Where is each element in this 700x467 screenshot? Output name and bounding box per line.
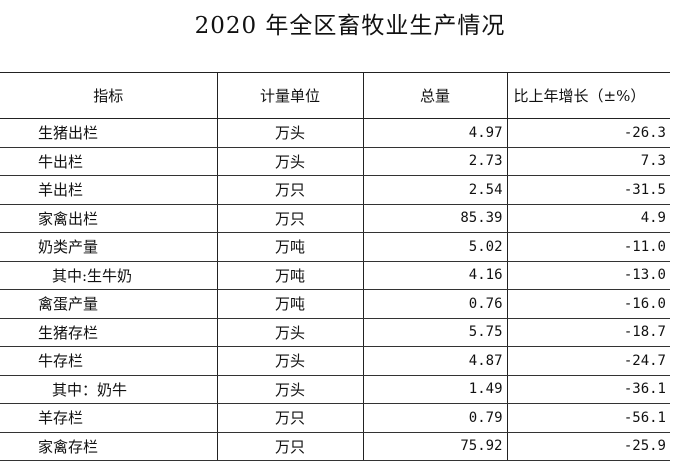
growth-cell: -31.5 [506,175,670,205]
total-cell: 2.73 [362,147,507,176]
indicator-cell: 奶类产量 [0,232,217,262]
indicator-cell: 羊出栏 [0,175,217,205]
table-row: 生猪存栏 万头 5.75 -18.7 [0,318,670,347]
table-row: 羊存栏 万只 0.79 -56.1 [0,403,670,433]
unit-cell: 万只 [216,432,363,461]
unit-cell: 万头 [216,118,363,148]
table-row: 家禽存栏 万只 75.92 -25.9 [0,432,670,461]
growth-cell: -25.9 [506,432,670,461]
header-indicator: 指标 [0,72,217,119]
unit-cell: 万吨 [216,289,363,319]
unit-cell: 万只 [216,403,363,433]
growth-cell: -13.0 [506,261,670,290]
total-cell: 1.49 [362,375,507,404]
table-header-row: 指标 计量单位 总量 比上年增长（±%） [0,72,670,119]
growth-cell: -24.7 [506,346,670,376]
growth-cell: 4.9 [506,204,670,233]
total-cell: 5.75 [362,318,507,347]
header-growth: 比上年增长（±%） [506,72,670,119]
table-row: 羊出栏 万只 2.54 -31.5 [0,175,670,205]
growth-cell: -16.0 [506,289,670,319]
header-unit: 计量单位 [216,72,363,119]
table-body: 生猪出栏 万头 4.97 -26.3 牛出栏 万头 2.73 7.3 羊出栏 万只 2.54 -31.… [0,118,670,461]
growth-cell: -36.1 [506,375,670,404]
page-title: 2020 年全区畜牧业生产情况 [194,13,506,39]
table-row: 其中：奶牛 万头 1.49 -36.1 [0,375,670,404]
growth-cell: -56.1 [506,403,670,433]
unit-cell: 万头 [216,318,363,347]
indicator-cell: 生猪出栏 [0,118,217,148]
growth-cell: 7.3 [506,147,670,176]
total-cell: 5.02 [362,232,507,262]
indicator-cell: 生猪存栏 [0,318,217,347]
total-cell: 75.92 [362,432,507,461]
total-cell: 2.54 [362,175,507,205]
indicator-cell: 其中:生牛奶 [0,261,217,290]
total-cell: 4.16 [362,261,507,290]
growth-cell: -11.0 [506,232,670,262]
table-row: 禽蛋产量 万吨 0.76 -16.0 [0,289,670,319]
table-row: 其中:生牛奶 万吨 4.16 -13.0 [0,261,670,290]
indicator-cell: 羊存栏 [0,403,217,433]
unit-cell: 万头 [216,375,363,404]
table-row: 家禽出栏 万只 85.39 4.9 [0,204,670,233]
total-cell: 0.76 [362,289,507,319]
unit-cell: 万头 [216,147,363,176]
unit-cell: 万只 [216,175,363,205]
unit-cell: 万吨 [216,261,363,290]
indicator-cell: 禽蛋产量 [0,289,217,319]
indicator-cell: 其中：奶牛 [0,375,217,404]
table-row: 生猪出栏 万头 4.97 -26.3 [0,118,670,148]
unit-cell: 万只 [216,204,363,233]
table-row: 奶类产量 万吨 5.02 -11.0 [0,232,670,262]
unit-cell: 万吨 [216,232,363,262]
total-cell: 4.87 [362,346,507,376]
total-cell: 0.79 [362,403,507,433]
indicator-cell: 牛出栏 [0,147,217,176]
indicator-cell: 家禽出栏 [0,204,217,233]
total-cell: 85.39 [362,204,507,233]
total-cell: 4.97 [362,118,507,148]
table-row: 牛存栏 万头 4.87 -24.7 [0,346,670,376]
table-row: 牛出栏 万头 2.73 7.3 [0,147,670,176]
livestock-production-table: 指标 计量单位 总量 比上年增长（±%） 生猪出栏 万头 4.97 -26.3 牛出栏万… [0,72,670,461]
growth-cell: -26.3 [506,118,670,148]
header-total: 总量 [362,72,507,119]
growth-cell: -18.7 [506,318,670,347]
unit-cell: 万头 [216,346,363,376]
indicator-cell: 家禽存栏 [0,432,217,461]
indicator-cell: 牛存栏 [0,346,217,376]
